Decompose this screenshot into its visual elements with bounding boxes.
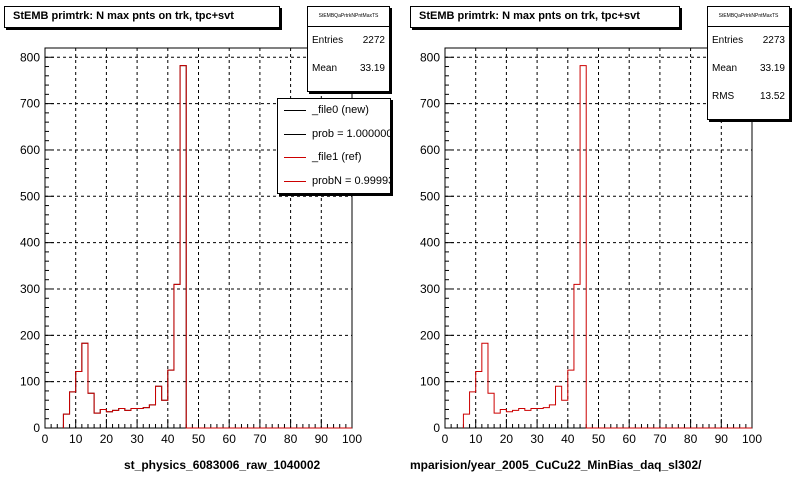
right-x-tick-label: 20 xyxy=(500,432,514,446)
right-stats-box: StEMBQaPrtrkNPntMaxTS Entries 2273 Mean … xyxy=(707,6,790,120)
right-y-tick-label: 100 xyxy=(420,375,440,389)
left-x-tick-label: 100 xyxy=(342,432,362,446)
left-title-box: StEMB primtrk: N max pnts on trk, tpc+sv… xyxy=(4,6,280,28)
left-stats-mean-label: Mean xyxy=(312,63,338,74)
left-title: StEMB primtrk: N max pnts on trk, tpc+sv… xyxy=(13,10,234,22)
right-stats-entries-row: Entries 2273 xyxy=(708,27,789,55)
right-y-tick-label: 700 xyxy=(420,97,440,111)
left-y-tick-label: 100 xyxy=(20,375,40,389)
right-x-tick-label: 90 xyxy=(715,432,729,446)
right-x-tick-label: 70 xyxy=(653,432,667,446)
left-y-tick-label: 200 xyxy=(20,328,40,342)
left-x-tick-label: 50 xyxy=(192,432,206,446)
legend-box: _file0 (new) prob = 1.000000 _file1 (ref… xyxy=(277,98,391,194)
right-y-tick-label: 0 xyxy=(433,421,440,435)
legend-line-prob xyxy=(284,133,306,135)
left-stats-entries-row: Entries 2272 xyxy=(308,27,389,55)
right-plot-frame xyxy=(444,47,753,429)
legend-label-file1: _file1 (ref) xyxy=(312,151,362,163)
right-chart-group: 0 10 20 30 40 50 60 70 80 90 100 0 100 200 300 400 500 60… xyxy=(420,47,762,446)
left-stats-entries-label: Entries xyxy=(312,35,344,46)
right-x-tick-label: 10 xyxy=(469,432,483,446)
legend-item-file1: _file1 (ref) xyxy=(278,146,390,170)
legend-label-prob: prob = 1.000000 xyxy=(312,127,391,140)
left-stats-box: StEMBQaPrtrkNPntMaxTS Entries 2272 Mean … xyxy=(307,6,390,92)
left-x-tick-label: 90 xyxy=(315,432,329,446)
right-stats-entries-label: Entries xyxy=(712,35,744,46)
right-x-tick-label: 0 xyxy=(442,432,449,446)
right-stats-mean-label: Mean xyxy=(712,63,738,74)
right-x-axis-title: mparision/year_2005_CuCu22_MinBias_daq_s… xyxy=(410,458,702,472)
right-y-tick-label: 500 xyxy=(420,189,440,203)
legend-line-file1 xyxy=(284,157,306,158)
right-series-0-histogram xyxy=(462,65,752,429)
left-x-axis-title: st_physics_6083006_raw_1040002 xyxy=(124,458,321,472)
right-y-tick-label: 400 xyxy=(420,236,440,250)
left-y-tick-label: 500 xyxy=(20,189,40,203)
legend-item-probn: probN = 0.999930 xyxy=(278,170,390,194)
left-x-tick-label: 0 xyxy=(42,432,49,446)
left-y-tick-label: 700 xyxy=(20,97,40,111)
right-y-tick-label: 300 xyxy=(420,282,440,296)
right-y-tick-label: 600 xyxy=(420,143,440,157)
left-y-tick-label: 600 xyxy=(20,143,40,157)
left-series-1-histogram xyxy=(62,65,352,429)
left-x-tick-label: 60 xyxy=(223,432,237,446)
right-x-tick-label: 50 xyxy=(592,432,606,446)
left-x-tick-label: 80 xyxy=(284,432,298,446)
right-y-tick-label: 200 xyxy=(420,328,440,342)
right-stats-rms-label: RMS xyxy=(712,91,735,102)
right-title: StEMB primtrk: N max pnts on trk, tpc+sv… xyxy=(419,10,640,22)
right-x-tick-label: 80 xyxy=(684,432,698,446)
left-y-tick-label: 400 xyxy=(20,236,40,250)
left-stats-name: StEMBQaPrtrkNPntMaxTS xyxy=(308,7,389,27)
right-x-tick-label: 40 xyxy=(561,432,575,446)
left-x-tick-label: 30 xyxy=(130,432,144,446)
left-y-tick-label: 300 xyxy=(20,282,40,296)
right-x-tick-label: 60 xyxy=(623,432,637,446)
left-stats-mean-row: Mean 33.19 xyxy=(308,55,389,83)
left-y-tick-label: 0 xyxy=(33,421,40,435)
right-stats-mean-value: 33.19 xyxy=(759,63,785,74)
right-x-tick-label: 100 xyxy=(742,432,762,446)
left-y-tick-label: 800 xyxy=(20,50,40,64)
legend-line-probn xyxy=(284,180,306,182)
left-x-tick-label: 10 xyxy=(69,432,83,446)
legend-label-file0: _file0 (new) xyxy=(312,104,369,116)
left-x-tick-label: 20 xyxy=(100,432,114,446)
right-stats-entries-value: 2273 xyxy=(762,35,785,46)
legend-item-prob: prob = 1.000000 xyxy=(278,123,390,147)
left-x-tick-label: 40 xyxy=(161,432,175,446)
left-stats-entries-value: 2272 xyxy=(362,35,385,46)
right-stats-rms-value: 13.52 xyxy=(759,91,785,102)
legend-label-probn: probN = 0.999930 xyxy=(312,174,390,187)
legend-line-file0 xyxy=(284,110,306,111)
right-stats-name: StEMBQaPrtrkNPntMaxTS xyxy=(708,7,789,27)
right-y-tick-label: 800 xyxy=(420,50,440,64)
right-stats-rms-row: RMS 13.52 xyxy=(708,83,789,111)
right-stats-mean-row: Mean 33.19 xyxy=(708,55,789,83)
right-x-tick-label: 30 xyxy=(530,432,544,446)
right-title-box: StEMB primtrk: N max pnts on trk, tpc+sv… xyxy=(410,6,680,28)
left-stats-mean-value: 33.19 xyxy=(359,63,385,74)
left-x-tick-label: 70 xyxy=(253,432,267,446)
legend-item-file0: _file0 (new) xyxy=(278,99,390,123)
